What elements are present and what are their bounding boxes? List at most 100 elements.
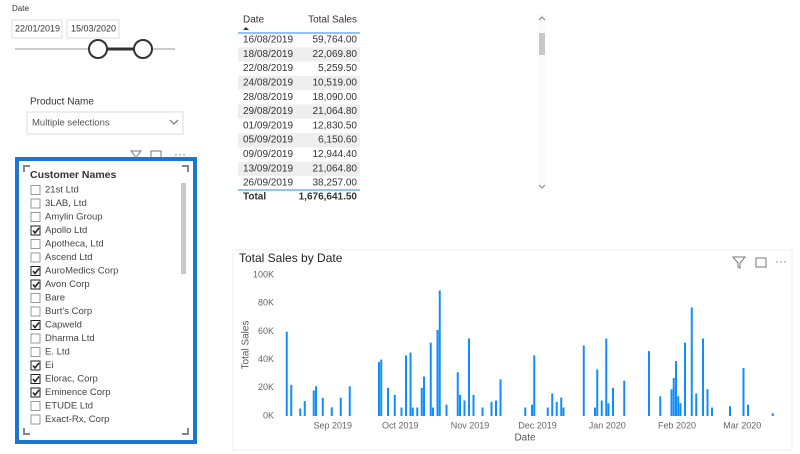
filter-icon[interactable]	[731, 256, 747, 269]
bar	[299, 408, 302, 416]
customer-name: Amylin Group	[45, 212, 103, 223]
customer-name: AuroMedics Corp	[45, 266, 118, 277]
column-header: Total Sales	[308, 15, 357, 26]
x-tick-label: Mar 2020	[723, 420, 761, 430]
checkbox[interactable]	[30, 320, 41, 330]
x-tick-label: Dec 2019	[518, 420, 557, 430]
sort-arrow	[243, 27, 249, 30]
date-end-box[interactable]	[66, 19, 120, 39]
row-band	[238, 104, 360, 119]
cell: 6,150.60	[318, 135, 357, 146]
scroll-arrows[interactable]	[538, 16, 546, 189]
cell: 09/09/2019	[243, 149, 293, 160]
checkbox[interactable]	[30, 333, 41, 344]
slicer-card[interactable]	[15, 157, 197, 444]
bar	[533, 355, 536, 416]
bar	[605, 338, 608, 416]
date-start-box[interactable]	[11, 19, 63, 39]
checkmark	[32, 322, 40, 329]
customer-name: Apollo Ltd	[45, 225, 87, 236]
total-label: Total	[243, 192, 266, 203]
customer-name: Ei	[45, 360, 53, 371]
checkbox[interactable]	[30, 225, 41, 236]
bar	[330, 407, 333, 416]
bar	[393, 394, 396, 416]
checkbox[interactable]	[30, 266, 41, 276]
bar	[659, 396, 662, 416]
bar	[416, 407, 419, 416]
checkmark	[32, 389, 40, 397]
customer-name: Eminence Corp	[45, 387, 110, 398]
checkbox[interactable]	[30, 185, 41, 195]
bar	[679, 403, 682, 416]
bar	[445, 404, 448, 416]
checkbox[interactable]	[30, 212, 41, 222]
product-dropdown[interactable]	[26, 111, 184, 135]
cell: 59,764.00	[313, 35, 358, 46]
checkbox[interactable]	[30, 374, 41, 384]
customer-name: Elorac, Corp	[45, 374, 98, 385]
slider-handle[interactable]	[133, 39, 153, 59]
bar	[555, 401, 558, 416]
bar	[348, 386, 351, 416]
customer-name: 3LAB, Ltd	[45, 198, 87, 209]
cell: 16/08/2019	[243, 35, 293, 46]
table-scroll-thumb[interactable]	[539, 33, 545, 55]
customer-name: Avon Corp	[45, 279, 90, 290]
checkbox[interactable]	[30, 360, 41, 371]
more-icon[interactable]: ···	[775, 254, 787, 268]
customer-name: Exact-Rx, Corp	[45, 414, 109, 425]
resize-handles	[23, 165, 189, 435]
checkbox[interactable]	[30, 306, 41, 317]
chart-panel	[232, 249, 793, 451]
checkbox[interactable]	[30, 239, 41, 249]
bar	[551, 393, 554, 416]
customer-name: ETUDE Ltd	[45, 401, 93, 412]
bar	[524, 407, 527, 416]
checkbox[interactable]	[30, 252, 41, 263]
y-tick-label: 20K	[258, 382, 274, 392]
checkbox[interactable]	[30, 293, 41, 303]
y-tick-label: 60K	[258, 326, 274, 336]
checkbox[interactable]	[30, 401, 41, 411]
x-tick-label: Nov 2019	[451, 420, 490, 430]
cell: 24/08/2019	[243, 78, 293, 89]
customer-name: Burt's Corp	[45, 306, 92, 317]
checkbox[interactable]	[30, 279, 41, 290]
date-label: Date	[12, 4, 29, 13]
bar	[490, 401, 493, 416]
checkbox[interactable]	[30, 387, 41, 398]
bar	[702, 338, 704, 416]
cell: 18,090.00	[313, 92, 358, 103]
bar	[495, 400, 497, 416]
cell: 10,519.00	[313, 78, 358, 89]
slider-handle[interactable]	[88, 39, 108, 59]
focus-icon[interactable]	[755, 257, 767, 268]
bar	[290, 384, 293, 416]
bar	[600, 400, 603, 416]
bar	[695, 393, 698, 416]
bar	[468, 338, 470, 416]
bar	[420, 387, 423, 416]
cell: 28/08/2019	[243, 92, 293, 103]
checkmark	[32, 281, 40, 289]
cell: 13/09/2019	[243, 163, 293, 174]
date-start: 22/01/2019	[15, 23, 60, 33]
bar	[411, 407, 414, 416]
cell: 22/08/2019	[243, 63, 293, 74]
customer-label: Customer Names	[30, 169, 117, 181]
checkbox[interactable]	[30, 414, 41, 425]
bar	[670, 389, 673, 416]
bar	[706, 389, 709, 416]
chevron	[169, 119, 179, 125]
row-band	[238, 75, 360, 91]
bar	[648, 351, 650, 416]
checkbox[interactable]	[30, 198, 41, 209]
bar	[612, 387, 614, 416]
bar	[380, 359, 383, 416]
checkbox[interactable]	[30, 347, 41, 357]
bar	[623, 380, 626, 416]
scrollbar[interactable]	[181, 183, 186, 274]
bar	[423, 376, 425, 416]
bar	[596, 369, 599, 416]
